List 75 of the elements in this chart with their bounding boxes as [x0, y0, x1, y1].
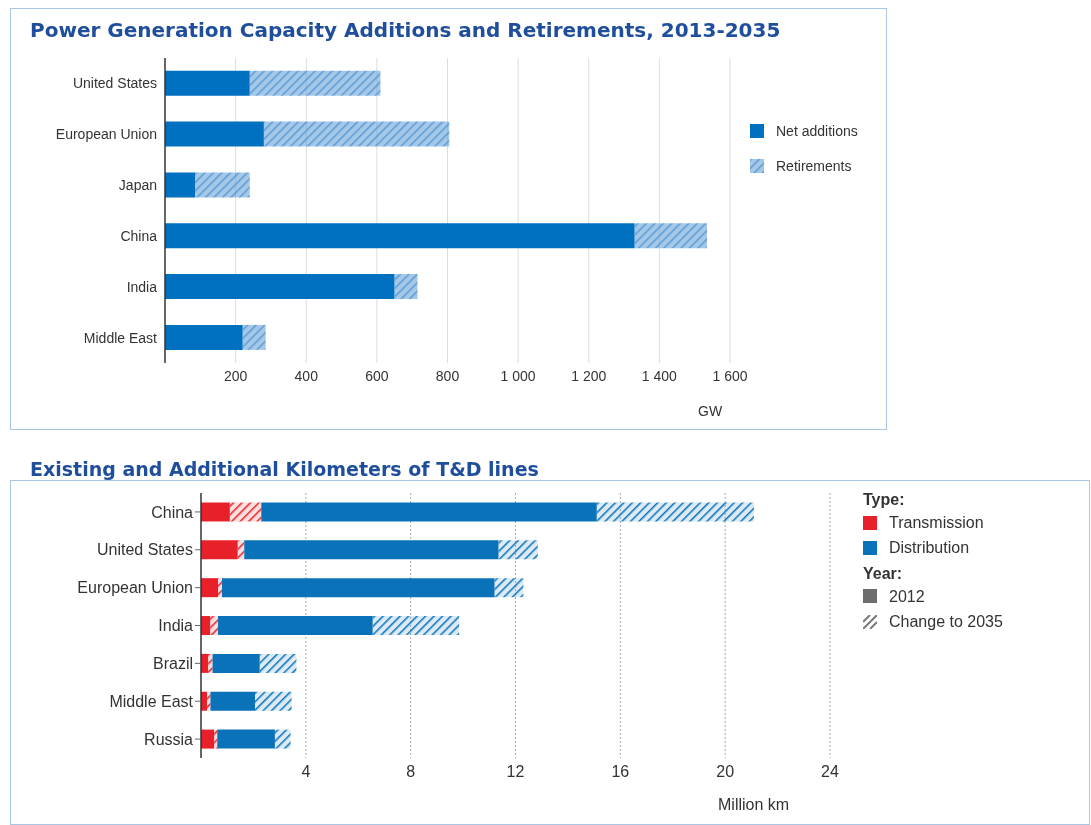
x-tick-label: 24	[821, 763, 839, 781]
y-tick-label: United States	[72, 75, 157, 92]
bar	[210, 616, 219, 636]
bar	[214, 729, 218, 749]
bar	[210, 691, 255, 711]
x-tick-label: 1 600	[712, 367, 748, 384]
y-tick-label: European Union	[55, 126, 157, 143]
bar	[165, 70, 250, 96]
bar	[498, 540, 538, 560]
bar	[195, 172, 250, 198]
text: 2012	[889, 586, 925, 606]
legend-title: Type:	[863, 490, 906, 510]
x-tick-label: 20	[716, 763, 735, 781]
bar	[237, 540, 245, 560]
bar	[244, 540, 499, 560]
bar	[372, 616, 460, 636]
bar	[201, 578, 219, 598]
bar	[274, 729, 291, 749]
bar	[596, 502, 754, 522]
chart-title: Power Generation Capacity Additions and Retirements, 2013-2035	[30, 18, 781, 42]
bar	[212, 653, 260, 673]
bar	[165, 324, 243, 350]
x-tick-label: 16	[611, 763, 630, 781]
y-tick-label: China	[120, 227, 158, 244]
text: Year:	[863, 563, 904, 583]
x-axis-title: Million km	[718, 796, 790, 814]
y-tick-label: Japan	[118, 177, 157, 194]
x-tick-label: 4	[301, 763, 311, 781]
legend-label: Transmission	[889, 513, 984, 533]
bar	[242, 324, 266, 350]
bar	[263, 121, 450, 147]
x-tick-label: 600	[365, 367, 389, 384]
bar	[165, 274, 395, 300]
y-tick-label: China	[151, 503, 194, 521]
y-tick-label: India	[158, 617, 194, 635]
y-tick-label: Russia	[144, 730, 194, 748]
legend-label: Retirements	[776, 157, 852, 175]
bar	[217, 729, 275, 749]
y-tick-label: Brazil	[152, 655, 193, 673]
y-tick-label: India	[126, 278, 158, 295]
bar	[261, 502, 597, 522]
bar	[208, 653, 213, 673]
x-tick-label: 200	[223, 367, 248, 384]
x-axis-title: GW	[698, 403, 723, 419]
bar	[201, 502, 230, 522]
legend-label: Net additions	[776, 123, 858, 140]
bar	[221, 578, 495, 598]
y-tick-label: Middle East	[109, 692, 194, 710]
bar	[254, 691, 292, 711]
y-tick-label: United States	[96, 541, 193, 559]
bar	[494, 578, 524, 598]
text: Change to 2035	[889, 611, 1003, 632]
legend-label: Distribution	[889, 538, 970, 558]
bar	[394, 274, 418, 300]
x-tick-label: 8	[406, 763, 416, 781]
bar	[165, 121, 264, 147]
x-tick-label: 800	[435, 367, 460, 384]
x-tick-label: 12	[506, 763, 525, 781]
x-tick-label: 1 400	[641, 367, 678, 384]
y-tick-label: European Union	[77, 579, 193, 597]
bar	[165, 223, 635, 249]
bar	[229, 502, 262, 522]
bar	[249, 70, 381, 96]
bar	[218, 578, 222, 598]
y-tick-label: Middle East	[83, 329, 158, 346]
x-tick-label: 1 000	[500, 367, 536, 384]
bar	[218, 616, 373, 636]
x-tick-label: 400	[294, 367, 319, 384]
bar	[634, 223, 708, 249]
x-tick-label: 1 200	[571, 367, 607, 384]
bar	[201, 729, 215, 749]
chart-title: Existing and Additional Kilometers of T&D lines	[30, 458, 539, 480]
bar	[165, 172, 196, 198]
bar	[259, 653, 297, 673]
bar	[201, 540, 238, 560]
